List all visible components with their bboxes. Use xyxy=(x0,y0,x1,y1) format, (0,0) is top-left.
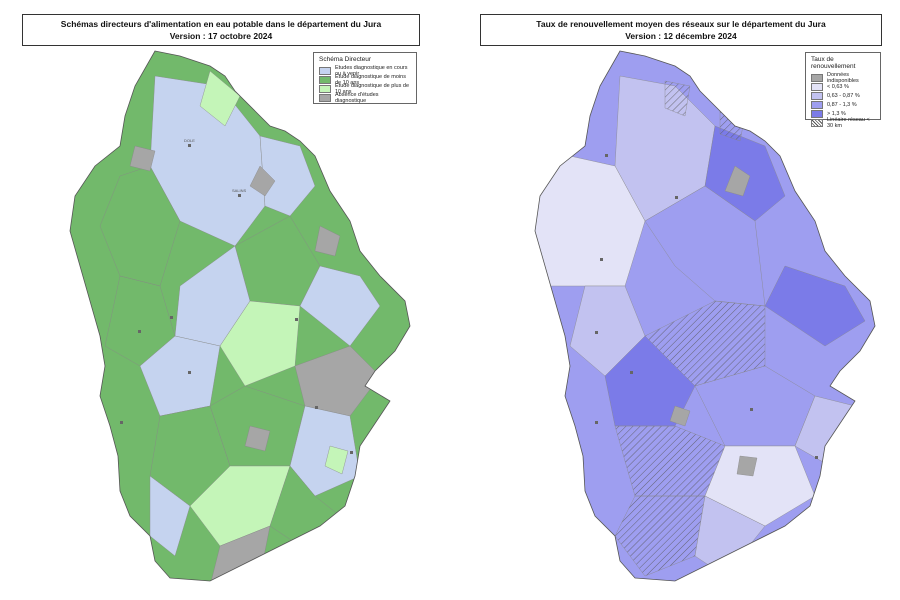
city-marker-morez-r xyxy=(815,456,818,459)
legend-swatch-hatch xyxy=(811,118,823,127)
left-legend-title: Schéma Directeur xyxy=(319,56,372,63)
right-map-city-markers xyxy=(595,154,818,459)
left-legend-item: Absence d'études diagnostique xyxy=(319,91,411,104)
right-legend-item: 0,63 - 0,87 % xyxy=(811,91,875,100)
legend-label: Etudes diagnostique en cours ou à venir xyxy=(335,64,408,77)
city-marker-lons xyxy=(188,371,191,374)
legend-swatch-087-13 xyxy=(811,100,823,109)
right-legend-item: < 0,63 % xyxy=(811,82,875,91)
left-map-version: Version : 17 octobre 2024 xyxy=(169,31,273,41)
legend-label: 0,87 - 1,3 % xyxy=(827,101,857,108)
city-marker-bletterans xyxy=(138,330,141,333)
right-map-title-box: Taux de renouvellement moyen des réseaux… xyxy=(480,14,882,46)
left-map-regions xyxy=(70,51,410,581)
city-marker-bletterans-r xyxy=(595,331,598,334)
left-map-title: Schémas directeurs d'alimentation en eau… xyxy=(60,19,382,29)
right-map-legend: Taux de renouvellement Données indisponi… xyxy=(805,52,881,129)
legend-swatch-no-data xyxy=(811,73,823,82)
right-map-jura-renewal-rate xyxy=(534,50,876,582)
legend-swatch-in-progress xyxy=(319,66,331,75)
right-legend-item: Linéaire réseau < 30 km xyxy=(811,116,875,129)
legend-label: 0,63 - 0,87 % xyxy=(827,92,860,99)
left-legend-item: Etude diagnostique de plus de 10 ans xyxy=(319,82,411,95)
right-legend-item: Données indisponibles xyxy=(811,71,875,84)
city-marker-saint-claude xyxy=(315,406,318,409)
left-map-department-outline xyxy=(69,50,411,582)
legend-swatch-063-087 xyxy=(811,91,823,100)
right-map-department-outline xyxy=(534,50,876,582)
left-map-legend: Schéma Directeur Etudes diagnostique en … xyxy=(313,52,417,104)
city-marker-poligny xyxy=(170,316,173,319)
city-marker-orgelet xyxy=(120,421,123,424)
legend-label: Etude diagnostique de plus de 10 ans xyxy=(335,82,410,95)
left-map-city-markers: DOLE SALINS xyxy=(120,138,353,454)
legend-label: Etude diagnostique de moins de 10 ans xyxy=(335,73,406,86)
right-legend-title: Taux de renouvellement xyxy=(811,56,856,70)
city-marker-poligny-r xyxy=(600,258,603,261)
city-marker-dole-r xyxy=(605,154,608,157)
city-label-dole: DOLE xyxy=(184,138,195,143)
right-legend-item: 0,87 - 1,3 % xyxy=(811,100,875,109)
legend-swatch-old xyxy=(319,84,331,93)
left-map-title-box: Schémas directeurs d'alimentation en eau… xyxy=(22,14,420,46)
legend-label: < 0,63 % xyxy=(827,83,849,90)
left-map-jura-water-plans: DOLE SALINS xyxy=(69,50,411,582)
right-legend-item: > 1,3 % xyxy=(811,109,875,118)
city-marker-salins-r xyxy=(675,196,678,199)
city-marker-salins xyxy=(238,194,241,197)
city-marker-orgelet-r xyxy=(595,421,598,424)
legend-swatch-recent xyxy=(319,75,331,84)
legend-swatch-lt-063 xyxy=(811,82,823,91)
legend-swatch-absent xyxy=(319,93,331,102)
city-marker-saint-claude-r xyxy=(750,408,753,411)
city-marker-lons-r xyxy=(630,371,633,374)
legend-swatch-gt-13 xyxy=(811,109,823,118)
legend-label: Données indisponibles xyxy=(827,71,859,84)
city-marker-morez xyxy=(350,451,353,454)
city-label-salins: SALINS xyxy=(232,188,247,193)
left-legend-item: Etude diagnostique de moins de 10 ans xyxy=(319,73,411,86)
city-marker-champagnole xyxy=(295,318,298,321)
right-map-version: Version : 12 décembre 2024 xyxy=(625,31,737,41)
legend-label: > 1,3 % xyxy=(827,110,846,117)
legend-label: Absence d'études diagnostique xyxy=(335,91,379,104)
right-map-title: Taux de renouvellement moyen des réseaux… xyxy=(536,19,826,29)
left-legend-item: Etudes diagnostique en cours ou à venir xyxy=(319,64,411,77)
city-marker-dole xyxy=(188,144,191,147)
legend-label: Linéaire réseau < 30 km xyxy=(827,116,870,129)
